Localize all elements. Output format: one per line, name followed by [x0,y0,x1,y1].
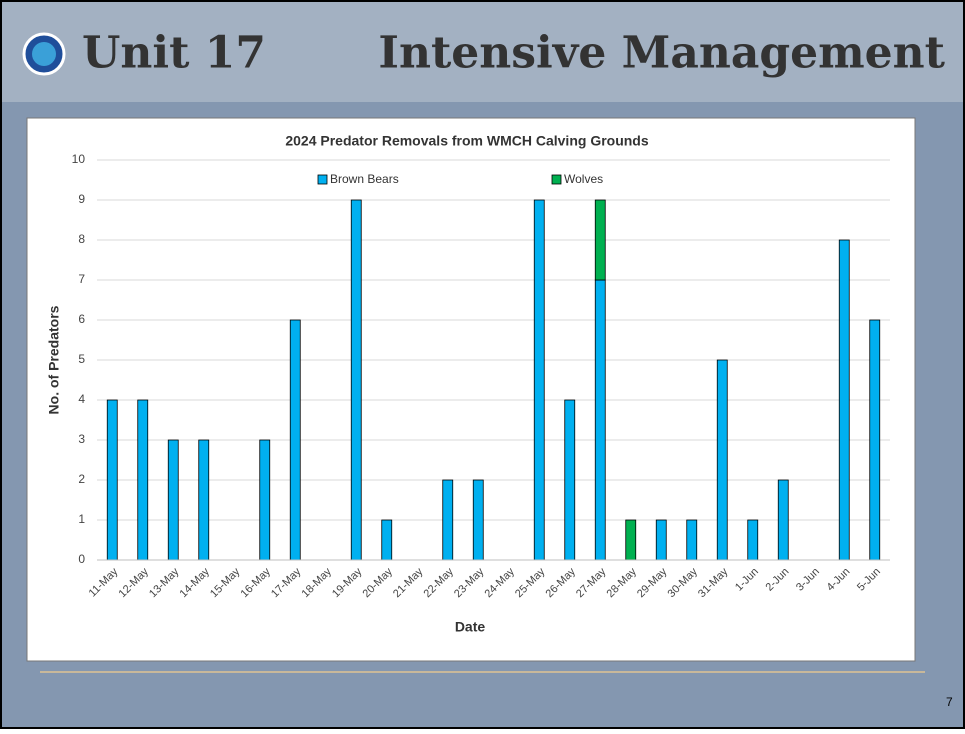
y-tick-label: 5 [78,352,85,366]
bar-segment [564,399,576,561]
bar-segment [686,519,698,561]
y-tick-label: 6 [78,312,85,326]
title-right: Intensive Management [378,28,945,79]
bar-segment [594,199,606,281]
legend-label: Brown Bears [330,172,399,186]
y-tick-label: 4 [78,392,85,406]
title-left: Unit 17 [82,28,266,79]
bar-segment [472,479,484,561]
legend-label: Wolves [564,172,603,186]
y-tick-label: 10 [72,152,86,166]
y-tick-label: 9 [78,192,85,206]
y-tick-label: 8 [78,232,85,246]
page-number: 7 [946,695,953,709]
y-tick-label: 7 [78,272,85,286]
x-axis-label: Date [455,619,486,635]
bar-segment [259,439,271,561]
bar-segment [747,519,759,561]
legend-swatch [317,174,328,185]
bar-segment [777,479,789,561]
legend-swatch [551,174,562,185]
bar-segment [594,279,606,561]
y-tick-label: 3 [78,432,85,446]
bar-segment [716,359,728,561]
bar-segment [869,319,881,561]
y-tick-label: 2 [78,472,85,486]
y-tick-label: 0 [78,552,85,566]
chart-area [26,117,916,662]
bar-segment [289,319,301,561]
bar-segment [381,519,393,561]
bar-segment [442,479,454,561]
bar-segment [838,239,850,561]
title-band [2,2,963,102]
y-tick-label: 1 [78,512,85,526]
bar-segment [106,399,118,561]
bar-segment [167,439,179,561]
bar-segment [350,199,362,561]
logo-inner [32,42,56,66]
bar-segment [655,519,667,561]
bar-segment [533,199,545,561]
bar-segment [198,439,210,561]
y-axis-label: No. of Predators [46,305,62,414]
chart-title: 2024 Predator Removals from WMCH Calving… [285,133,649,149]
bar-segment [625,519,637,561]
bar-segment [137,399,149,561]
